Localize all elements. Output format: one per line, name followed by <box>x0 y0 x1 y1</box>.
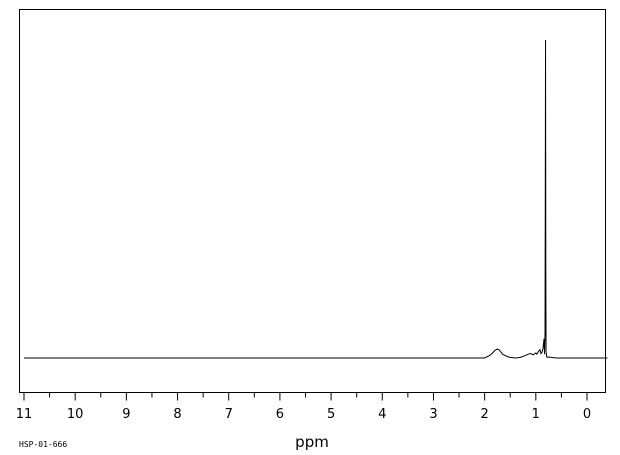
tick-label: 7 <box>225 407 233 422</box>
x-axis-label: ppm <box>295 433 329 451</box>
plot-frame <box>19 9 606 393</box>
tick-label: 10 <box>67 407 84 422</box>
tick-label: 0 <box>583 407 591 422</box>
sample-code: HSP-01-666 <box>19 440 67 449</box>
tick-label: 5 <box>327 407 335 422</box>
tick-label: 4 <box>378 407 386 422</box>
tick-label: 3 <box>429 407 437 422</box>
x-axis-tick-labels: 11 10 9 8 7 6 5 4 3 2 1 0 <box>16 407 591 422</box>
x-axis-ticks <box>23 392 588 401</box>
tick-label: 9 <box>122 407 130 422</box>
tick-label: 6 <box>276 407 284 422</box>
tick-label: 1 <box>532 407 540 422</box>
tick-label: 8 <box>173 407 181 422</box>
spectrum-line <box>24 39 608 359</box>
tick-label: 11 <box>16 407 33 422</box>
tick-label: 2 <box>480 407 488 422</box>
